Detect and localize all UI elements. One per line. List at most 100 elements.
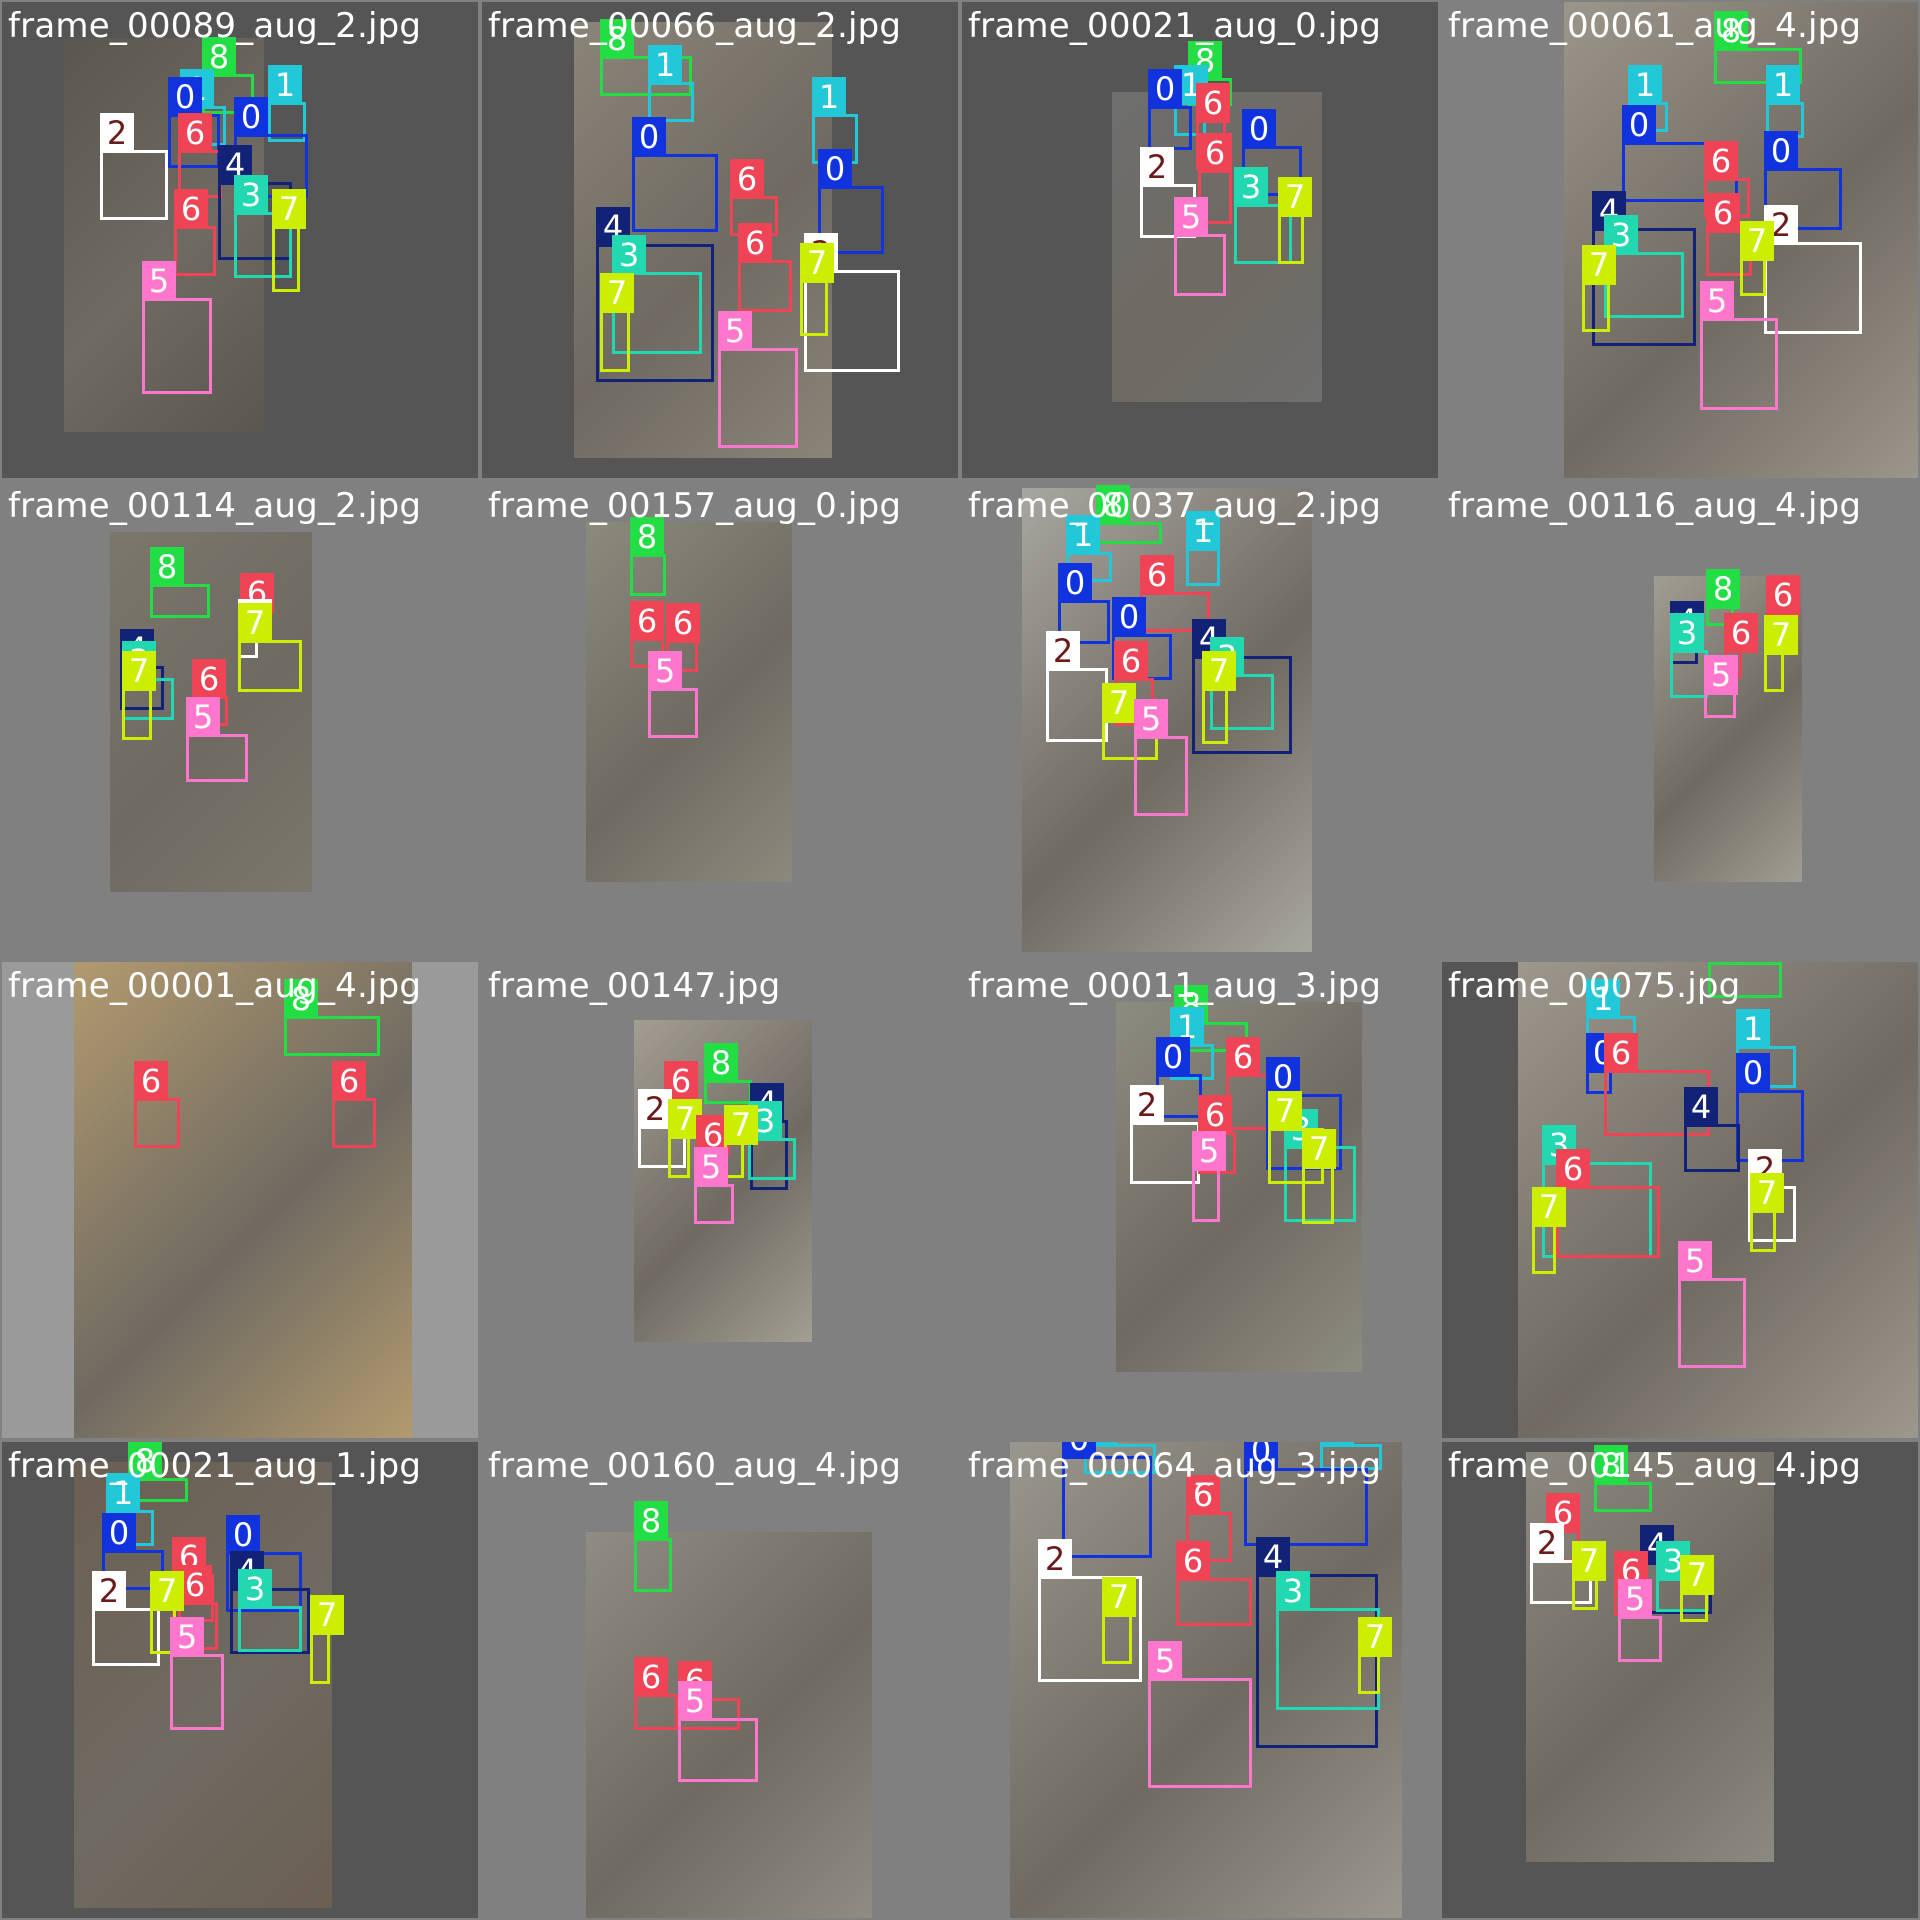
bbox-class-label: 5	[170, 1617, 204, 1657]
bbox-class-label: 5	[1174, 197, 1208, 237]
bbox-class-label: 5	[648, 651, 682, 691]
mosaic-tile: frame_00116_aug_4.jpg8643675	[1442, 482, 1918, 958]
tile-caption: frame_00145_aug_4.jpg	[1448, 1446, 1861, 1486]
bbox-class-7: 7	[122, 688, 152, 740]
bbox-class-label: 0	[102, 1513, 136, 1553]
bbox-class-label: 6	[634, 1657, 668, 1697]
bbox-class-label: 2	[1140, 147, 1174, 187]
bbox-class-label: 5	[1148, 1641, 1182, 1681]
bbox-class-label: 7	[238, 603, 272, 643]
bbox-class-5: 5	[718, 348, 798, 448]
bbox-class-7: 7	[310, 1632, 330, 1684]
mosaic-tile: frame_00114_aug_2.jpg862743765	[2, 482, 478, 958]
tile-caption: frame_00147.jpg	[488, 966, 780, 1006]
bbox-class-label: 0	[1736, 1053, 1770, 1093]
bbox-class-8: 8	[1594, 1482, 1652, 1512]
bbox-class-0: 0	[1148, 106, 1192, 150]
mosaic-tile: frame_00157_aug_0.jpg 8 6 6 5	[482, 482, 958, 958]
bbox-class-7: 7	[1358, 1654, 1380, 1694]
bbox-class-5: 5	[186, 734, 248, 782]
bbox-class-2: 2	[1130, 1122, 1200, 1184]
tile-caption: frame_00116_aug_4.jpg	[1448, 486, 1861, 526]
bbox-class-label: 1	[1628, 65, 1662, 105]
bbox-class-label: 8	[150, 547, 184, 587]
bbox-class-label: 1	[812, 77, 846, 117]
bbox-class-label: 1	[648, 45, 682, 85]
bbox-class-5: 5	[678, 1718, 758, 1782]
bbox-class-label: 1	[1736, 1009, 1770, 1049]
mosaic-tile: frame_00037_aug_2.jpg8110602643775	[962, 482, 1438, 958]
bbox-class-label: 7	[1532, 1187, 1566, 1227]
mosaic-tile: frame_00066_aug_2.jpg8110604362775	[482, 2, 958, 478]
bbox-class-label: 5	[1678, 1241, 1712, 1281]
bbox-class-7: 7	[1764, 652, 1784, 692]
mosaic-tile: frame_00075.jpg8110064362775	[1442, 962, 1918, 1438]
bbox-class-label: 5	[1618, 1579, 1652, 1619]
tile-caption: frame_00001_aug_4.jpg	[8, 966, 421, 1006]
bbox-class-label: 8	[704, 1043, 738, 1083]
bbox-class-label: 6	[666, 603, 700, 643]
bbox-class-label: 1	[1766, 65, 1800, 105]
mosaic-tile: frame_00011_aug_3.jpg81060263775	[962, 962, 1438, 1438]
bbox-class-label: 7	[1750, 1173, 1784, 1213]
bbox-class-label: 5	[718, 311, 752, 351]
mosaic-tile: frame_00021_aug_1.jpg810606243775	[2, 1442, 478, 1918]
bbox-class-label: 3	[234, 175, 268, 215]
bbox-class-7: 7	[800, 280, 828, 336]
bbox-class-label: 7	[310, 1595, 344, 1635]
bbox-class-label: 6	[730, 159, 764, 199]
bbox-class-label: 7	[1358, 1617, 1392, 1657]
tile-caption: frame_00157_aug_0.jpg	[488, 486, 901, 526]
bbox-class-label: 6	[1114, 641, 1148, 681]
bbox-class-label: 7	[1278, 177, 1312, 217]
bbox-class-5: 5	[1192, 1168, 1220, 1222]
bbox-class-label: 3	[238, 1569, 272, 1609]
bbox-class-label: 7	[724, 1105, 758, 1145]
mosaic-tile: frame_00001_aug_4.jpg 8 6 6	[2, 962, 478, 1438]
bbox-class-label: 6	[1706, 193, 1740, 233]
bbox-class-label: 6	[1604, 1033, 1638, 1073]
bbox-class-label: 3	[1670, 613, 1704, 653]
bbox-class-label: 5	[1134, 699, 1168, 739]
bbox-class-2: 2	[1046, 668, 1108, 742]
bbox-class-label: 7	[1680, 1555, 1714, 1595]
bbox-class-label: 6	[1704, 141, 1738, 181]
bbox-class-5: 5	[648, 688, 698, 738]
bbox-class-label: 2	[1046, 631, 1080, 671]
bbox-class-label: 6	[332, 1061, 366, 1101]
bbox-class-5: 5	[142, 298, 212, 394]
bbox-class-label: 6	[1140, 555, 1174, 595]
bbox-class-5: 5	[1618, 1616, 1662, 1662]
bbox-class-label: 6	[1724, 613, 1758, 653]
tile-caption: frame_00061_aug_4.jpg	[1448, 6, 1861, 46]
bbox-class-4: 4	[1684, 1124, 1740, 1172]
bbox-class-label: 0	[1156, 1037, 1190, 1077]
bbox-class-5: 5	[1700, 318, 1778, 410]
bbox-class-8: 8	[284, 1016, 380, 1056]
bbox-class-label: 0	[818, 149, 852, 189]
bbox-class-label: 2	[92, 1571, 126, 1611]
bbox-class-3: 3	[238, 1606, 302, 1652]
bbox-class-5: 5	[694, 1184, 734, 1224]
mosaic-tile: frame_00021_aug_0.jpg 8 1 0 6 0 2 6 3 7 5	[962, 2, 1438, 478]
mosaic-tile: frame_00061_aug_4.jpg 8 1 1 0 6 0 4 3 6 2 7 7 5	[1442, 2, 1918, 478]
bbox-class-label: 2	[100, 113, 134, 153]
bbox-class-label: 2	[1038, 1539, 1072, 1579]
bbox-class-8: 8	[630, 554, 666, 596]
bbox-class-8: 8	[150, 584, 210, 618]
bbox-class-7: 7	[1102, 1614, 1132, 1664]
bbox-class-label: 7	[1102, 1577, 1136, 1617]
bbox-class-1: 1	[648, 82, 694, 122]
bbox-class-7: 7	[1750, 1210, 1776, 1252]
bbox-class-2: 2	[100, 150, 168, 220]
bbox-class-7: 7	[1278, 214, 1304, 264]
tile-caption: frame_00114_aug_2.jpg	[8, 486, 421, 526]
bbox-class-6: 6	[332, 1098, 376, 1148]
bbox-class-label: 5	[1192, 1131, 1226, 1171]
mosaic-tile: frame_00089_aug_2.jpg811002643675	[2, 2, 478, 478]
bbox-class-label: 6	[738, 223, 772, 263]
bbox-class-label: 8	[1708, 962, 1742, 965]
bbox-class-label: 7	[1268, 1091, 1302, 1131]
